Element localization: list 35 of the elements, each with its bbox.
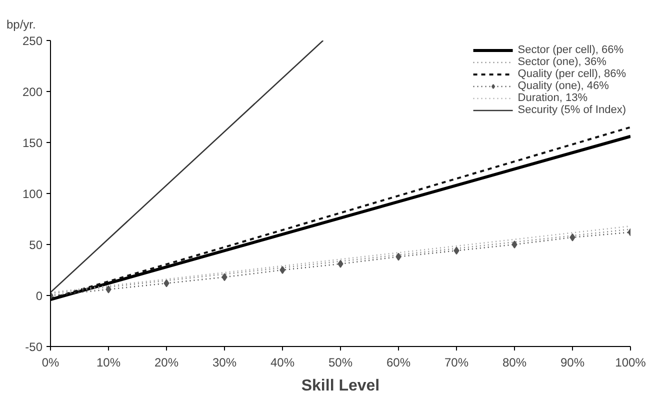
x-tick-label: 70% xyxy=(444,356,469,370)
point xyxy=(280,266,286,274)
legend-label: Quality (per cell), 86% xyxy=(518,68,626,80)
x-tick-label: 30% xyxy=(212,356,237,370)
point xyxy=(512,240,518,248)
y-axis-title: bp/yr. xyxy=(6,18,36,32)
x-tick-label: 50% xyxy=(328,356,353,370)
y-tick-label: 250 xyxy=(22,34,43,48)
y-tick-label: 100 xyxy=(22,187,43,201)
legend-label: Security (5% of Index) xyxy=(518,104,626,116)
point xyxy=(164,279,170,288)
x-tick-label: 20% xyxy=(154,356,179,370)
x-tick-label: 10% xyxy=(96,356,121,370)
x-tick-label: 90% xyxy=(560,356,585,370)
point xyxy=(570,233,576,242)
legend-label: Sector (one), 36% xyxy=(518,56,606,68)
x-axis-title: Skill Level xyxy=(301,378,380,394)
y-tick-label: 200 xyxy=(22,85,43,99)
y-tick-label: 0 xyxy=(36,289,43,303)
legend-label: Duration, 13% xyxy=(518,92,588,104)
y-tick-label: -50 xyxy=(25,340,43,354)
point xyxy=(338,260,344,268)
point xyxy=(106,285,112,294)
legend-label: Quality (one), 46% xyxy=(518,80,609,92)
point xyxy=(396,252,402,261)
y-tick-label: 50 xyxy=(29,238,43,252)
x-tick-label: 40% xyxy=(270,356,295,370)
legend-label: Sector (per cell), 66% xyxy=(518,44,624,56)
x-tick-label: 100% xyxy=(615,356,646,370)
y-tick-label: 150 xyxy=(22,136,43,150)
x-tick-label: 80% xyxy=(502,356,527,370)
x-tick-label: 0% xyxy=(42,356,60,370)
point xyxy=(454,246,460,255)
x-tick-label: 60% xyxy=(386,356,411,370)
point xyxy=(222,273,228,282)
